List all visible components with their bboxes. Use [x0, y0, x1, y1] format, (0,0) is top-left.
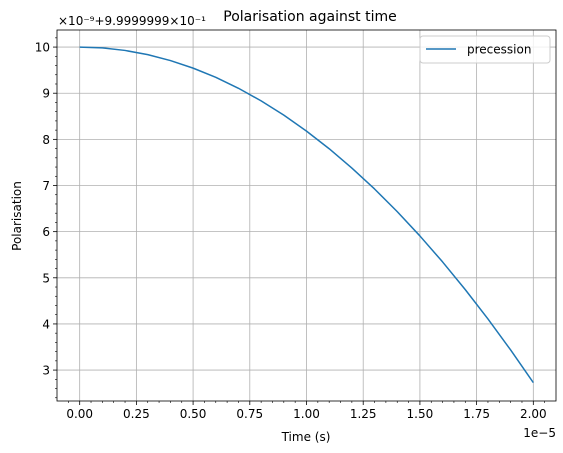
- x-tick-label: 0.50: [180, 407, 207, 421]
- y-tick-label: 5: [42, 271, 50, 285]
- grid: [57, 30, 556, 401]
- y-tick-label: 8: [42, 133, 50, 147]
- x-tick-label: 0.00: [66, 407, 93, 421]
- y-tick-label: 3: [42, 364, 50, 378]
- y-offset-text: ×10⁻⁹+9.9999999×10⁻¹: [58, 14, 206, 28]
- chart-title: Polarisation against time: [223, 9, 396, 25]
- x-tick-label: 1.75: [463, 407, 490, 421]
- y-tick-label: 6: [42, 225, 50, 239]
- x-tick-label: 1.50: [407, 407, 434, 421]
- y-axis-ticks: 3 4 5 6 7 8 9 10: [35, 37, 57, 399]
- y-axis-label: Polarisation: [10, 181, 24, 251]
- x-offset-text: 1e−5: [523, 426, 556, 440]
- x-tick-label: 2.00: [520, 407, 547, 421]
- x-tick-label: 1.25: [350, 407, 377, 421]
- y-tick-label: 7: [42, 179, 50, 193]
- x-axis-label: Time (s): [281, 430, 331, 444]
- y-tick-label: 10: [35, 41, 50, 55]
- plot-series: [79, 46, 534, 384]
- y-tick-label: 9: [42, 87, 50, 101]
- x-tick-label: 0.75: [236, 407, 263, 421]
- x-tick-label: 1.00: [293, 407, 320, 421]
- y-tick-label: 4: [42, 317, 50, 331]
- x-axis-ticks: 0.00 0.25 0.50 0.75 1.00 1.25 1.50 1.75 2.00: [66, 401, 547, 421]
- legend-label: precession: [467, 43, 531, 57]
- series-line-precession: [79, 46, 534, 384]
- legend-frame: [419, 35, 551, 64]
- x-tick-label: 0.25: [123, 407, 150, 421]
- legend: precession: [419, 35, 551, 64]
